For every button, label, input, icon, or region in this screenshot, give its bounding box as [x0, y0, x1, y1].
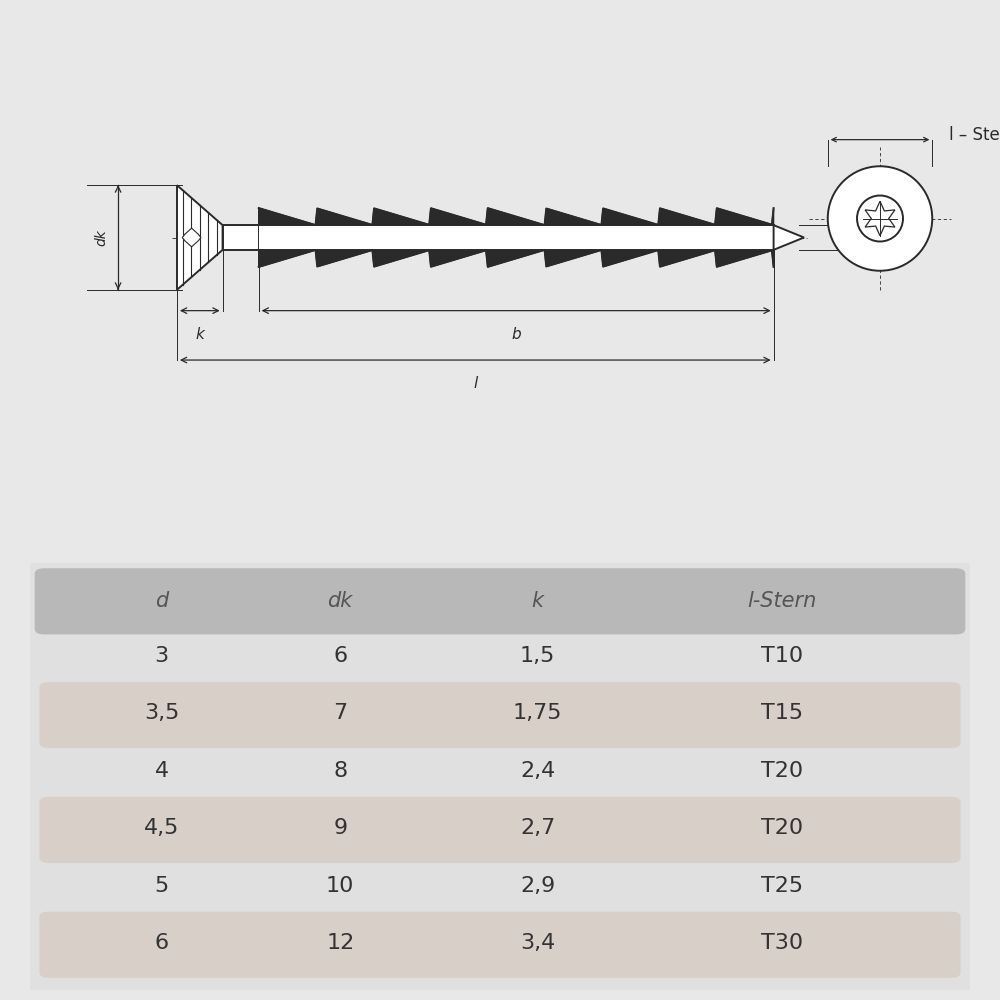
Text: T15: T15 [761, 703, 803, 723]
Text: d: d [856, 231, 864, 244]
Text: 4: 4 [155, 761, 169, 781]
Text: 3: 3 [155, 646, 169, 666]
Text: 3,5: 3,5 [144, 703, 179, 723]
Text: T20: T20 [761, 761, 803, 781]
Text: 1,5: 1,5 [520, 646, 555, 666]
Text: T10: T10 [761, 646, 803, 666]
Text: 4,5: 4,5 [144, 818, 179, 838]
Text: T25: T25 [761, 876, 803, 896]
FancyBboxPatch shape [39, 912, 961, 978]
Polygon shape [259, 208, 774, 225]
Text: 6: 6 [155, 933, 169, 953]
FancyBboxPatch shape [39, 797, 961, 863]
FancyBboxPatch shape [39, 682, 961, 748]
Text: l – Stern: l – Stern [949, 126, 1000, 144]
Text: 2,7: 2,7 [520, 818, 555, 838]
Text: 10: 10 [326, 876, 354, 896]
Text: l: l [473, 376, 477, 391]
Text: b: b [511, 327, 521, 342]
Text: T30: T30 [761, 933, 803, 953]
Polygon shape [774, 225, 804, 250]
Polygon shape [182, 228, 201, 247]
Circle shape [828, 166, 932, 271]
Polygon shape [865, 201, 895, 236]
Text: 7: 7 [333, 703, 347, 723]
FancyBboxPatch shape [35, 568, 965, 634]
Polygon shape [259, 250, 774, 267]
Text: d: d [155, 591, 168, 611]
Text: 3,4: 3,4 [520, 933, 555, 953]
Text: 1,75: 1,75 [513, 703, 562, 723]
Text: 5: 5 [154, 876, 169, 896]
Text: T20: T20 [761, 818, 803, 838]
Text: k: k [532, 591, 544, 611]
Text: dk: dk [328, 591, 353, 611]
Circle shape [857, 196, 903, 241]
Text: 6: 6 [333, 646, 347, 666]
Text: 2,9: 2,9 [520, 876, 555, 896]
Text: l-Stern: l-Stern [747, 591, 817, 611]
Text: 9: 9 [333, 818, 347, 838]
Text: k: k [195, 327, 204, 342]
Polygon shape [177, 185, 223, 290]
Text: 12: 12 [326, 933, 354, 953]
FancyBboxPatch shape [21, 563, 979, 993]
Text: 2,4: 2,4 [520, 761, 555, 781]
Text: 8: 8 [333, 761, 347, 781]
Bar [223, 225, 259, 250]
Text: dk: dk [94, 229, 108, 246]
Bar [259, 225, 774, 250]
